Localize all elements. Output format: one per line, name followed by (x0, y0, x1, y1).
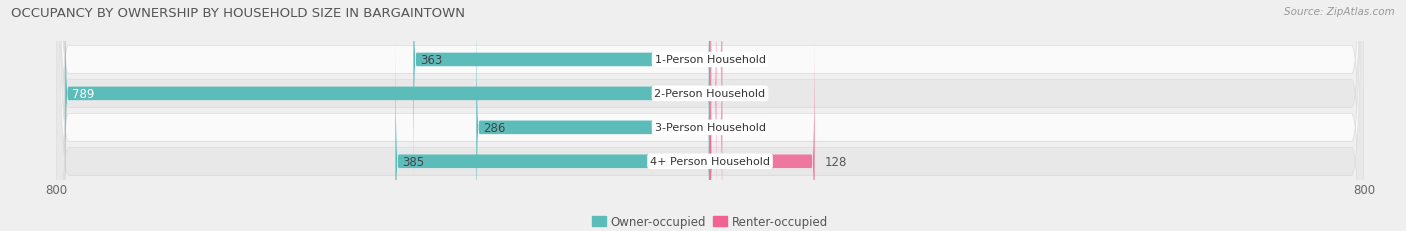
FancyBboxPatch shape (58, 0, 1364, 231)
FancyBboxPatch shape (710, 0, 723, 231)
Text: 789: 789 (72, 88, 94, 100)
FancyBboxPatch shape (710, 0, 717, 222)
FancyBboxPatch shape (58, 0, 1364, 231)
Text: OCCUPANCY BY OWNERSHIP BY HOUSEHOLD SIZE IN BARGAINTOWN: OCCUPANCY BY OWNERSHIP BY HOUSEHOLD SIZE… (11, 7, 465, 20)
Text: 3-Person Household: 3-Person Household (655, 123, 765, 133)
Text: 0: 0 (733, 54, 740, 67)
FancyBboxPatch shape (56, 0, 1364, 231)
Text: 8: 8 (727, 88, 734, 100)
FancyBboxPatch shape (58, 0, 1364, 231)
FancyBboxPatch shape (56, 0, 1364, 231)
FancyBboxPatch shape (56, 0, 1364, 231)
FancyBboxPatch shape (710, 33, 814, 231)
Text: 286: 286 (482, 121, 505, 134)
Text: 4+ Person Household: 4+ Person Household (650, 157, 770, 167)
FancyBboxPatch shape (710, 0, 723, 189)
Text: 385: 385 (402, 155, 425, 168)
Text: Source: ZipAtlas.com: Source: ZipAtlas.com (1284, 7, 1395, 17)
FancyBboxPatch shape (413, 0, 710, 189)
Legend: Owner-occupied, Renter-occupied: Owner-occupied, Renter-occupied (586, 210, 834, 231)
FancyBboxPatch shape (58, 0, 1364, 231)
Text: 128: 128 (824, 155, 846, 168)
Text: 2-Person Household: 2-Person Household (654, 89, 766, 99)
Text: 0: 0 (733, 121, 740, 134)
FancyBboxPatch shape (65, 0, 710, 222)
Text: 1-Person Household: 1-Person Household (655, 55, 765, 65)
FancyBboxPatch shape (56, 0, 1364, 231)
FancyBboxPatch shape (477, 0, 710, 231)
Text: 363: 363 (420, 54, 441, 67)
FancyBboxPatch shape (395, 33, 710, 231)
